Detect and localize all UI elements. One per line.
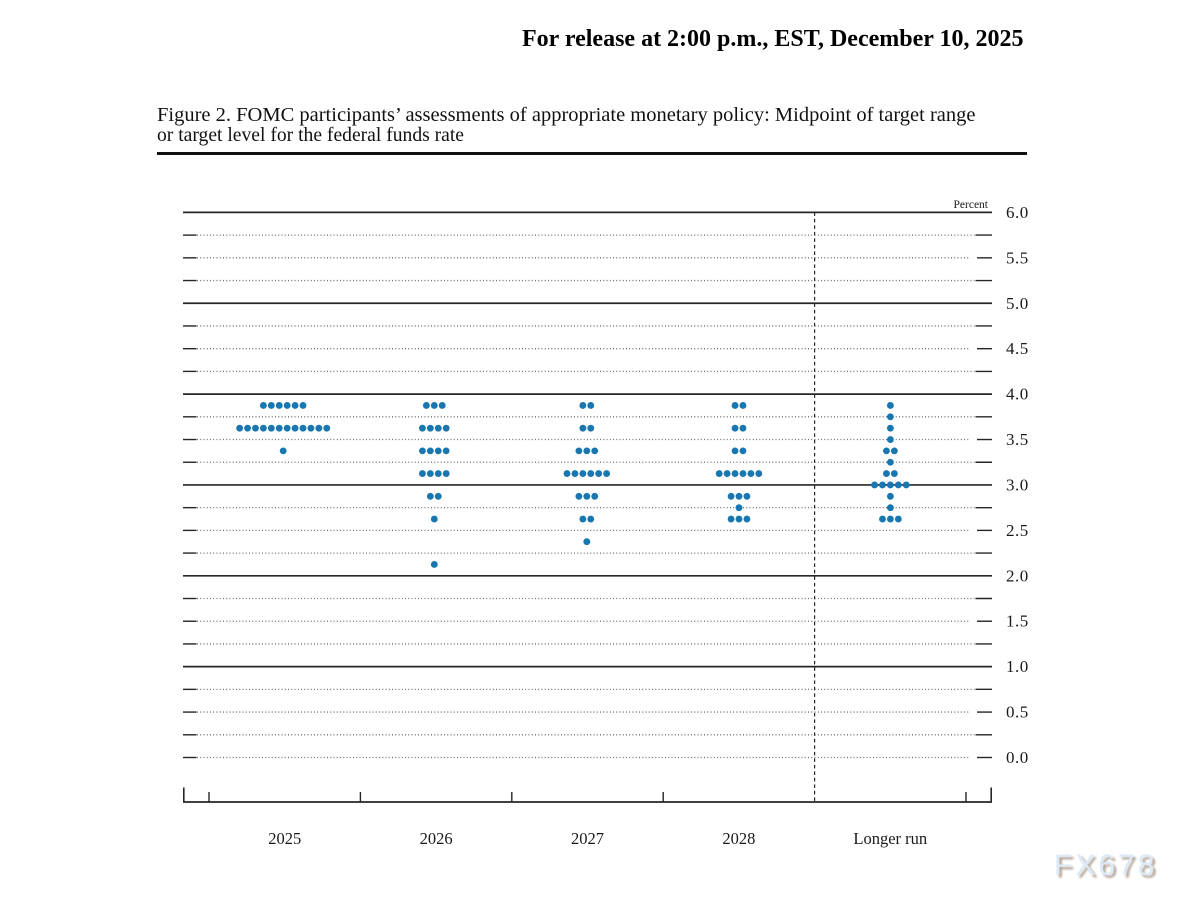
svg-text:0.5: 0.5	[1006, 703, 1029, 722]
svg-text:6.0: 6.0	[1006, 203, 1029, 222]
svg-text:Percent: Percent	[954, 199, 989, 211]
svg-text:2026: 2026	[420, 829, 453, 848]
svg-text:0.0: 0.0	[1006, 748, 1029, 767]
svg-text:2025: 2025	[268, 829, 301, 848]
svg-text:2028: 2028	[722, 829, 755, 848]
svg-text:3.5: 3.5	[1006, 430, 1029, 449]
svg-text:1.0: 1.0	[1006, 657, 1029, 676]
svg-text:4.0: 4.0	[1006, 385, 1029, 404]
svg-text:5.0: 5.0	[1006, 294, 1029, 313]
svg-text:2.0: 2.0	[1006, 566, 1029, 585]
svg-text:4.5: 4.5	[1006, 339, 1029, 358]
svg-text:5.5: 5.5	[1006, 248, 1029, 267]
svg-text:Longer run: Longer run	[853, 829, 927, 848]
svg-text:2027: 2027	[571, 829, 604, 848]
svg-text:3.0: 3.0	[1006, 475, 1029, 494]
svg-text:2.5: 2.5	[1006, 521, 1029, 540]
svg-text:1.5: 1.5	[1006, 612, 1029, 631]
